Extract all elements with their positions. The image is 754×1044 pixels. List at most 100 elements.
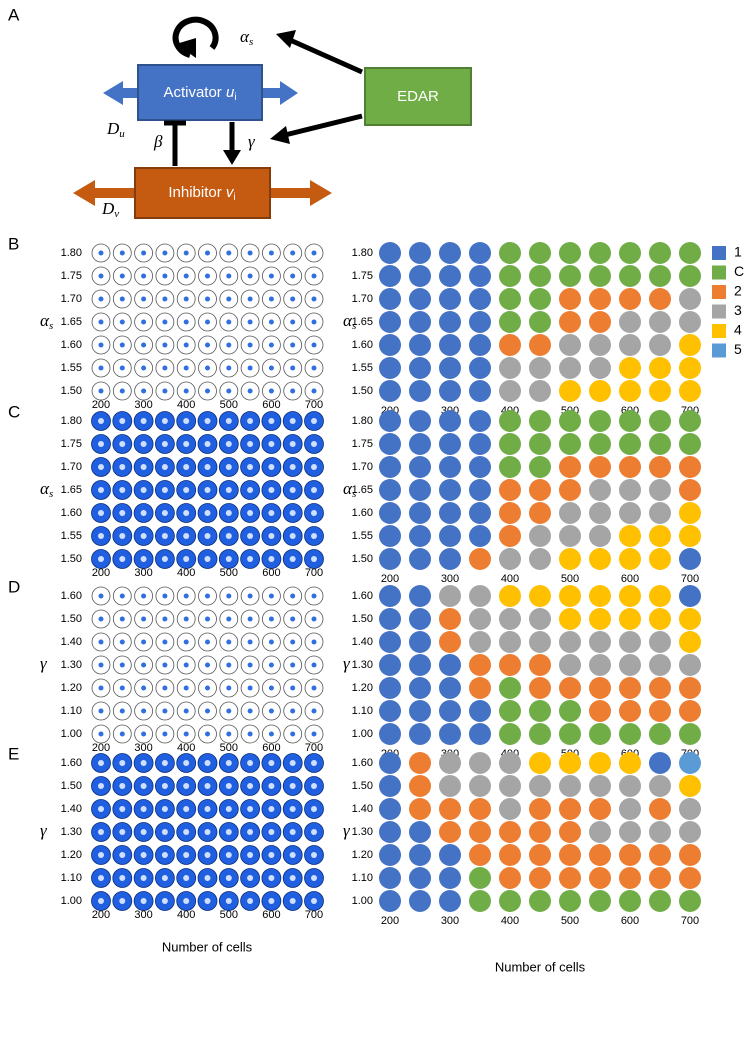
y-tick-label: 1.50 bbox=[61, 613, 82, 625]
pattern-spot bbox=[98, 616, 104, 622]
legend-swatch bbox=[712, 285, 726, 299]
outcome-pie bbox=[649, 334, 671, 356]
y-tick-label: 1.80 bbox=[352, 247, 373, 259]
outcome-pie bbox=[439, 677, 461, 699]
outcome-pie bbox=[499, 798, 521, 820]
outcome-pie bbox=[379, 410, 401, 432]
outcome-pie bbox=[559, 502, 581, 524]
outcome-pie bbox=[559, 821, 581, 843]
y-tick-label: 1.75 bbox=[61, 270, 82, 282]
pattern-spot bbox=[311, 556, 317, 562]
y-tick-label: 1.40 bbox=[352, 636, 373, 648]
outcome-pie bbox=[649, 433, 671, 455]
outcome-pie bbox=[679, 844, 701, 866]
pattern-spot bbox=[141, 250, 147, 256]
pattern-spot bbox=[162, 273, 168, 279]
outcome-pie bbox=[439, 433, 461, 455]
outcome-pie bbox=[649, 821, 671, 843]
outcome-pie bbox=[559, 867, 581, 889]
pattern-spot bbox=[225, 556, 232, 562]
outcome-pie bbox=[529, 479, 551, 501]
outcome-pie bbox=[379, 334, 401, 356]
outcome-pie bbox=[469, 867, 491, 889]
outcome-pie bbox=[499, 380, 521, 402]
outcome-pie bbox=[649, 775, 671, 797]
outcome-pie bbox=[379, 479, 401, 501]
outcome-pie bbox=[589, 677, 611, 699]
pattern-spot bbox=[141, 639, 147, 645]
x-tick-label: 400 bbox=[177, 567, 195, 579]
outcome-pie bbox=[439, 502, 461, 524]
outcome-pie bbox=[679, 867, 701, 889]
pattern-spot bbox=[225, 464, 232, 470]
outcome-pie bbox=[619, 608, 641, 630]
outcome-pie bbox=[619, 502, 641, 524]
pattern-spot bbox=[140, 783, 147, 789]
outcome-pie bbox=[379, 525, 401, 547]
pattern-spot bbox=[268, 783, 275, 789]
pattern-spot bbox=[311, 250, 317, 256]
outcome-pie bbox=[439, 242, 461, 264]
outcome-pie bbox=[619, 311, 641, 333]
pattern-spot bbox=[119, 441, 126, 447]
y-tick-label: 1.50 bbox=[61, 385, 82, 397]
x-tick-label: 500 bbox=[561, 573, 579, 585]
outcome-pie bbox=[499, 456, 521, 478]
pattern-spot bbox=[268, 441, 275, 447]
outcome-pie bbox=[589, 798, 611, 820]
outcome-pie bbox=[649, 380, 671, 402]
y-tick-label: 1.55 bbox=[352, 362, 373, 374]
outcome-pie bbox=[499, 288, 521, 310]
x-tick-label: 500 bbox=[561, 915, 579, 927]
outcome-pie bbox=[469, 380, 491, 402]
pattern-spot bbox=[268, 731, 274, 737]
outcome-pie bbox=[439, 479, 461, 501]
outcome-pie bbox=[529, 867, 551, 889]
outcome-pie bbox=[589, 265, 611, 287]
outcome-pie bbox=[379, 677, 401, 699]
pattern-spot bbox=[311, 319, 317, 325]
pattern-spot bbox=[119, 783, 126, 789]
pattern-spot bbox=[183, 593, 189, 599]
pattern-spot bbox=[268, 510, 275, 516]
pattern-spot bbox=[205, 708, 210, 714]
pattern-spot bbox=[289, 898, 296, 904]
pattern-spot bbox=[162, 250, 168, 256]
outcome-pie bbox=[679, 311, 701, 333]
pattern-spot bbox=[289, 464, 296, 470]
pattern-spot bbox=[289, 510, 296, 516]
pattern-spot bbox=[226, 250, 232, 256]
pattern-spot bbox=[140, 852, 147, 858]
outcome-pie bbox=[499, 265, 521, 287]
outcome-pie bbox=[409, 654, 431, 676]
pattern-spot bbox=[268, 806, 275, 812]
pattern-spot bbox=[141, 662, 147, 668]
pattern-spot bbox=[140, 898, 147, 904]
pattern-spot bbox=[119, 296, 125, 302]
x-tick-label: 700 bbox=[305, 742, 323, 754]
x-tick-label: 300 bbox=[134, 742, 152, 754]
outcome-pie bbox=[679, 798, 701, 820]
outcome-pie bbox=[679, 380, 701, 402]
pattern-spot bbox=[290, 639, 296, 645]
outcome-pie bbox=[379, 700, 401, 722]
pattern-spot bbox=[311, 898, 317, 904]
pattern-spot bbox=[205, 593, 210, 599]
pattern-spot bbox=[290, 250, 296, 256]
outcome-pie bbox=[529, 775, 551, 797]
outcome-pie bbox=[469, 525, 491, 547]
outcome-pie bbox=[679, 677, 701, 699]
pattern-spot bbox=[268, 639, 274, 645]
subscript: s bbox=[352, 320, 356, 332]
outcome-pie bbox=[409, 502, 431, 524]
outcome-pie bbox=[589, 242, 611, 264]
x-tick-label: 400 bbox=[501, 573, 519, 585]
pattern-spot bbox=[204, 441, 211, 447]
outcome-pie bbox=[379, 456, 401, 478]
x-tick-label: 300 bbox=[134, 399, 152, 411]
pattern-spot bbox=[161, 464, 168, 470]
outcome-pie bbox=[619, 433, 641, 455]
pattern-spot bbox=[119, 806, 126, 812]
outcome-pie bbox=[649, 844, 671, 866]
pattern-spot bbox=[161, 829, 168, 835]
